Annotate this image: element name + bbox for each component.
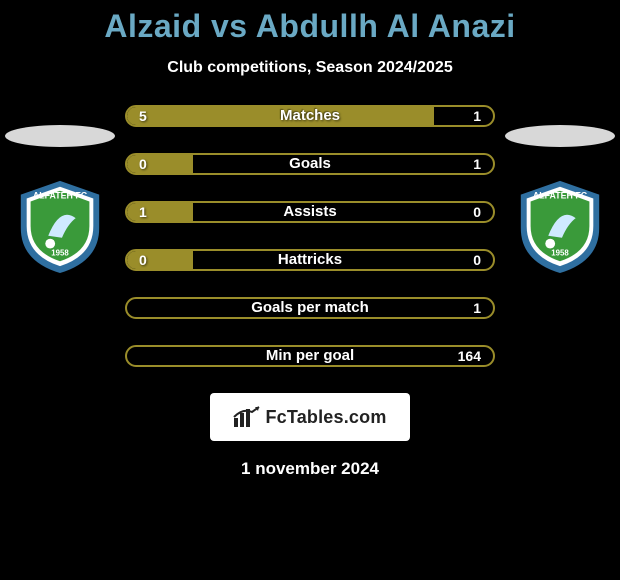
stat-row: Assists10 bbox=[125, 201, 495, 225]
badge-left-name: ALFATEH FC bbox=[33, 191, 88, 201]
stat-value-right: 164 bbox=[458, 345, 481, 367]
page-subtitle: Club competitions, Season 2024/2025 bbox=[0, 59, 620, 77]
stat-bar-left bbox=[127, 155, 193, 173]
stat-value-left: 0 bbox=[139, 153, 147, 175]
page-title: Alzaid vs Abdullh Al Anazi bbox=[0, 8, 620, 45]
club-badge-right: ALFATEH FC 1958 bbox=[511, 177, 609, 275]
stat-value-right: 0 bbox=[473, 249, 481, 271]
stat-bar-left bbox=[127, 107, 434, 125]
stat-bar-left bbox=[127, 251, 193, 269]
stat-row: Min per goal164 bbox=[125, 345, 495, 369]
badge-right-name: ALFATEH FC bbox=[533, 191, 588, 201]
stat-bar-track bbox=[125, 297, 495, 319]
badge-left-ball bbox=[45, 239, 55, 249]
fctables-logo-icon bbox=[233, 406, 261, 428]
stat-bar-track bbox=[125, 249, 495, 271]
watermark[interactable]: FcTables.com bbox=[210, 393, 410, 441]
watermark-text: FcTables.com bbox=[265, 407, 386, 428]
stat-value-left: 0 bbox=[139, 249, 147, 271]
avatar-left-placeholder bbox=[5, 125, 115, 147]
badge-right-ball bbox=[545, 239, 555, 249]
stat-bar-left bbox=[127, 203, 193, 221]
stat-value-left: 5 bbox=[139, 105, 147, 127]
badge-right-year: 1958 bbox=[551, 248, 569, 257]
stat-row: Goals01 bbox=[125, 153, 495, 177]
stat-value-right: 1 bbox=[473, 297, 481, 319]
stat-value-right: 1 bbox=[473, 105, 481, 127]
stat-bar-track bbox=[125, 345, 495, 367]
stat-row: Goals per match1 bbox=[125, 297, 495, 321]
stat-row: Matches51 bbox=[125, 105, 495, 129]
avatar-right-placeholder bbox=[505, 125, 615, 147]
player-left-panel: ALFATEH FC 1958 bbox=[0, 125, 120, 275]
stat-value-right: 0 bbox=[473, 201, 481, 223]
player-right-panel: ALFATEH FC 1958 bbox=[500, 125, 620, 275]
club-badge-left: ALFATEH FC 1958 bbox=[11, 177, 109, 275]
stat-bar-track bbox=[125, 201, 495, 223]
root: Alzaid vs Abdullh Al Anazi Club competit… bbox=[0, 0, 620, 479]
stat-bar-track bbox=[125, 153, 495, 175]
stat-bar-track bbox=[125, 105, 495, 127]
stat-value-left: 1 bbox=[139, 201, 147, 223]
stat-value-right: 1 bbox=[473, 153, 481, 175]
stats-container: Matches51Goals01Assists10Hattricks00Goal… bbox=[125, 105, 495, 369]
badge-left-year: 1958 bbox=[51, 248, 69, 257]
stat-row: Hattricks00 bbox=[125, 249, 495, 273]
footer-date: 1 november 2024 bbox=[0, 459, 620, 479]
